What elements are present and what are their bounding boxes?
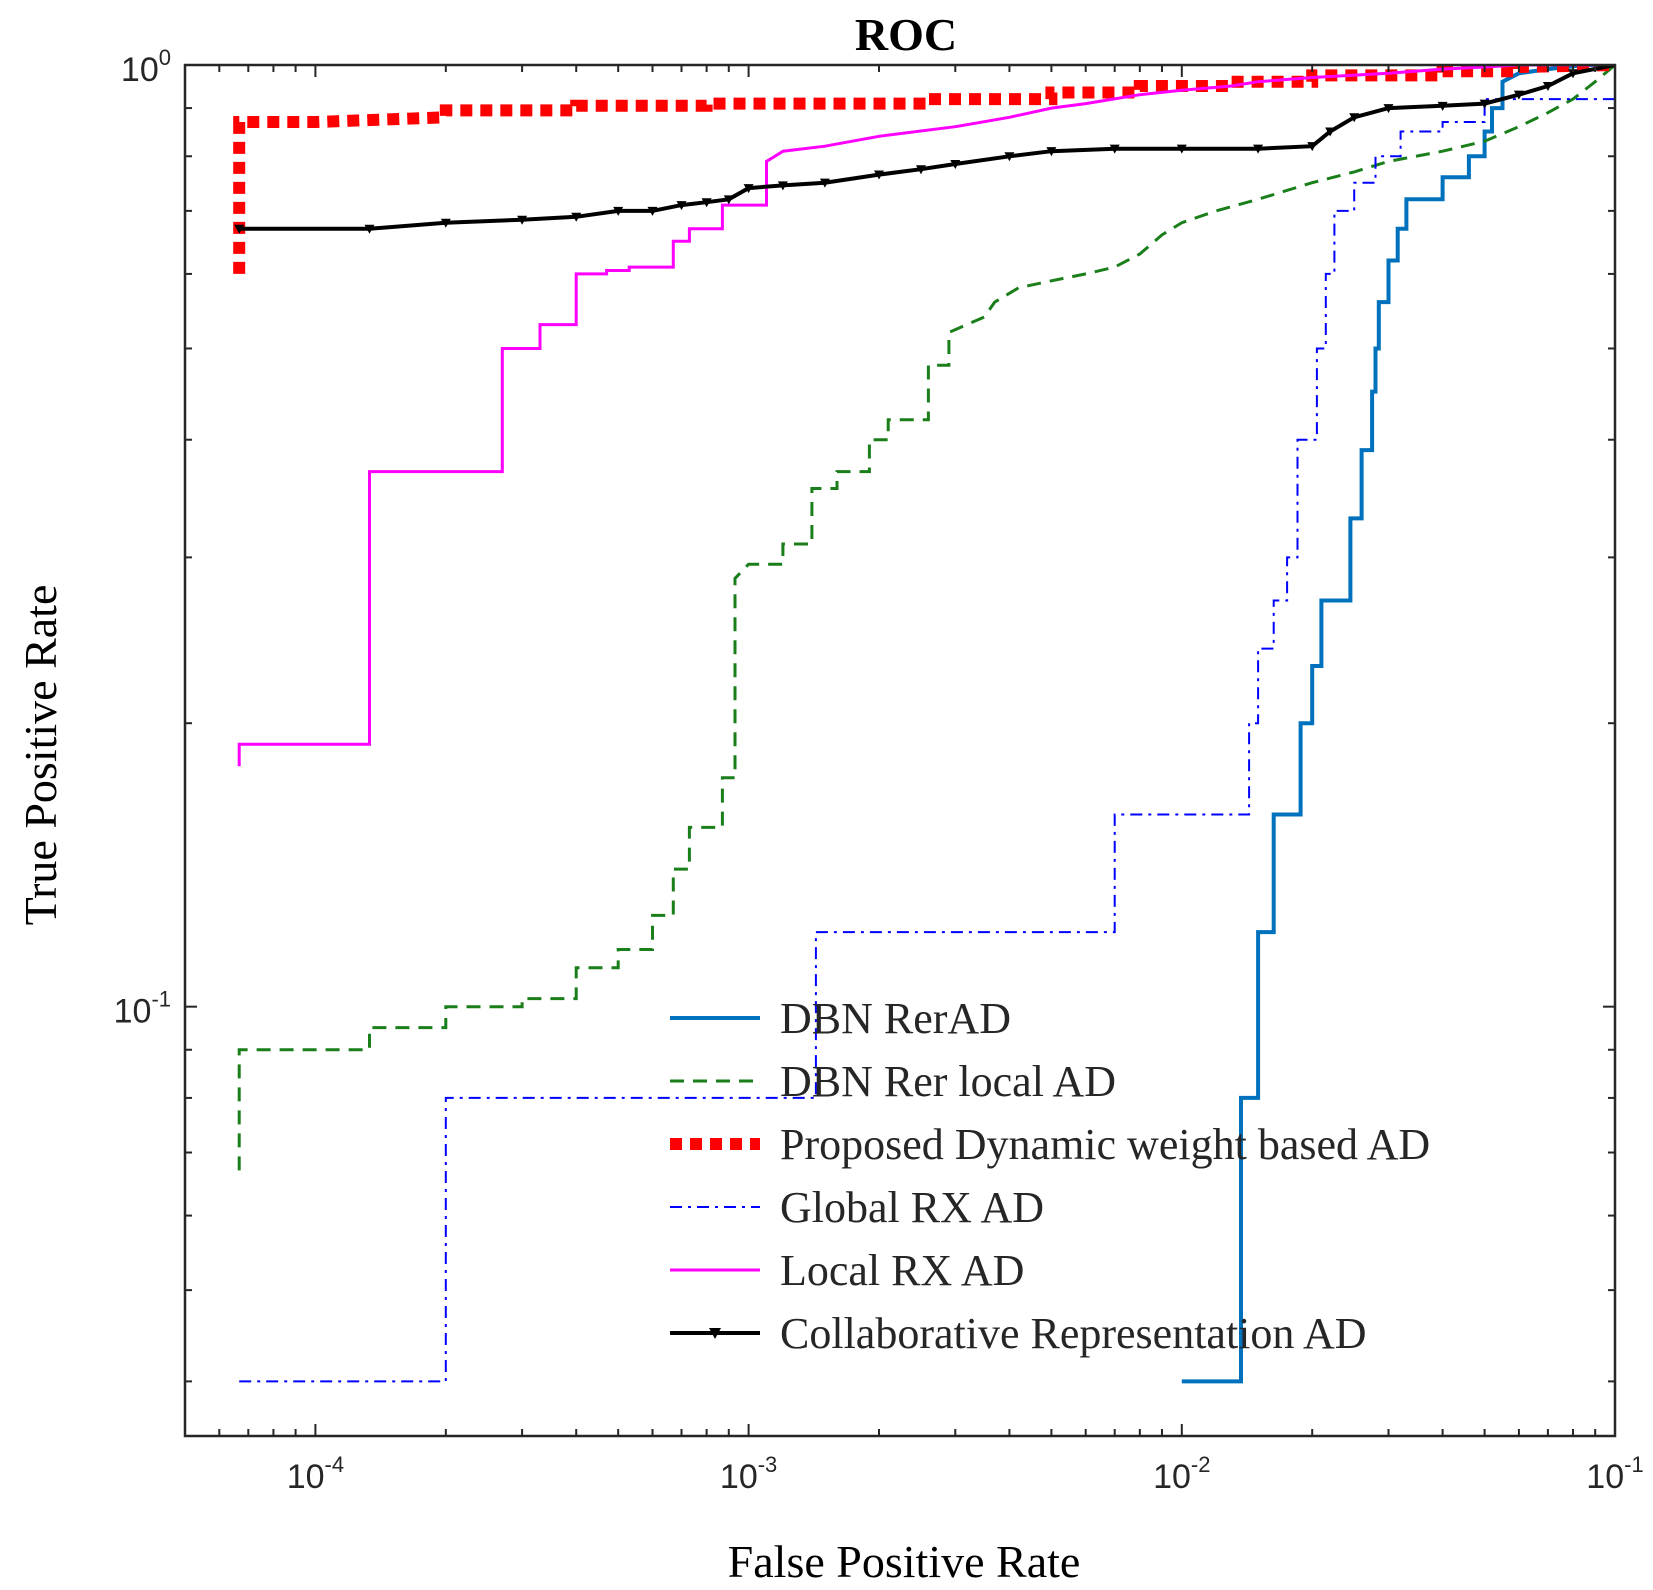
series-marker xyxy=(1109,144,1120,154)
series-marker xyxy=(701,198,712,208)
series-marker xyxy=(874,170,885,180)
series-marker xyxy=(819,178,830,188)
series-marker xyxy=(723,195,734,205)
series-marker xyxy=(777,181,788,191)
series-marker xyxy=(1176,144,1187,154)
chart-title: ROC xyxy=(855,9,957,60)
y-tick-label: 10-1 xyxy=(114,987,171,1031)
series-line-1 xyxy=(1181,65,1615,1384)
x-tick-label: 10-4 xyxy=(287,1452,344,1496)
y-tick-label: 100 xyxy=(121,45,171,89)
legend-label-4: Global RX AD xyxy=(780,1183,1044,1232)
series-marker xyxy=(1383,104,1394,114)
legend-label-5: Local RX AD xyxy=(780,1246,1024,1295)
x-axis-label: False Positive Rate xyxy=(728,1536,1081,1587)
series-marker xyxy=(1479,99,1490,109)
series-marker xyxy=(1437,101,1448,111)
series-line-4 xyxy=(239,98,1615,1383)
series-marker xyxy=(440,218,451,228)
series-marker xyxy=(1004,152,1015,162)
series-marker xyxy=(1349,113,1360,123)
series-marker xyxy=(613,206,624,216)
series-marker xyxy=(676,201,687,211)
legend: DBN RerAD DBN Rer local AD Proposed Dynami… xyxy=(670,994,1430,1358)
plot-frame xyxy=(183,63,1617,1438)
legend-label-6: Collaborative Representation AD xyxy=(780,1309,1367,1358)
legend-marker xyxy=(709,1328,721,1339)
series-marker xyxy=(1046,147,1057,157)
legend-label-1: DBN RerAD xyxy=(780,994,1011,1043)
series-marker xyxy=(234,224,245,234)
legend-label-3: Proposed Dynamic weight based AD xyxy=(780,1120,1430,1169)
series-marker xyxy=(1325,127,1336,137)
legend-label-2: DBN Rer local AD xyxy=(780,1057,1116,1106)
series-marker xyxy=(1253,144,1264,154)
series-layer xyxy=(233,65,1615,1384)
x-tick-label: 10-2 xyxy=(1153,1452,1210,1496)
y-axis-label: True Positive Rate xyxy=(15,585,66,926)
series-line-5 xyxy=(237,65,1615,767)
series-line-3 xyxy=(233,65,1615,274)
series-marker xyxy=(517,215,528,225)
series-marker xyxy=(1307,142,1318,152)
series-marker xyxy=(915,165,926,175)
series-marker xyxy=(1513,90,1524,100)
series-marker xyxy=(647,206,658,216)
tick-layer: 10-4 10-3 10-2 10-1 10-1 100 xyxy=(114,45,1644,1496)
series-marker xyxy=(1568,69,1579,79)
series-marker xyxy=(364,224,375,234)
x-tick-label: 10-1 xyxy=(1586,1452,1643,1496)
series-marker xyxy=(1542,81,1553,91)
series-marker xyxy=(571,212,582,222)
series-marker xyxy=(743,184,754,194)
series-line-2 xyxy=(237,65,1615,1171)
x-tick-label: 10-3 xyxy=(720,1452,777,1496)
series-marker xyxy=(950,159,961,169)
